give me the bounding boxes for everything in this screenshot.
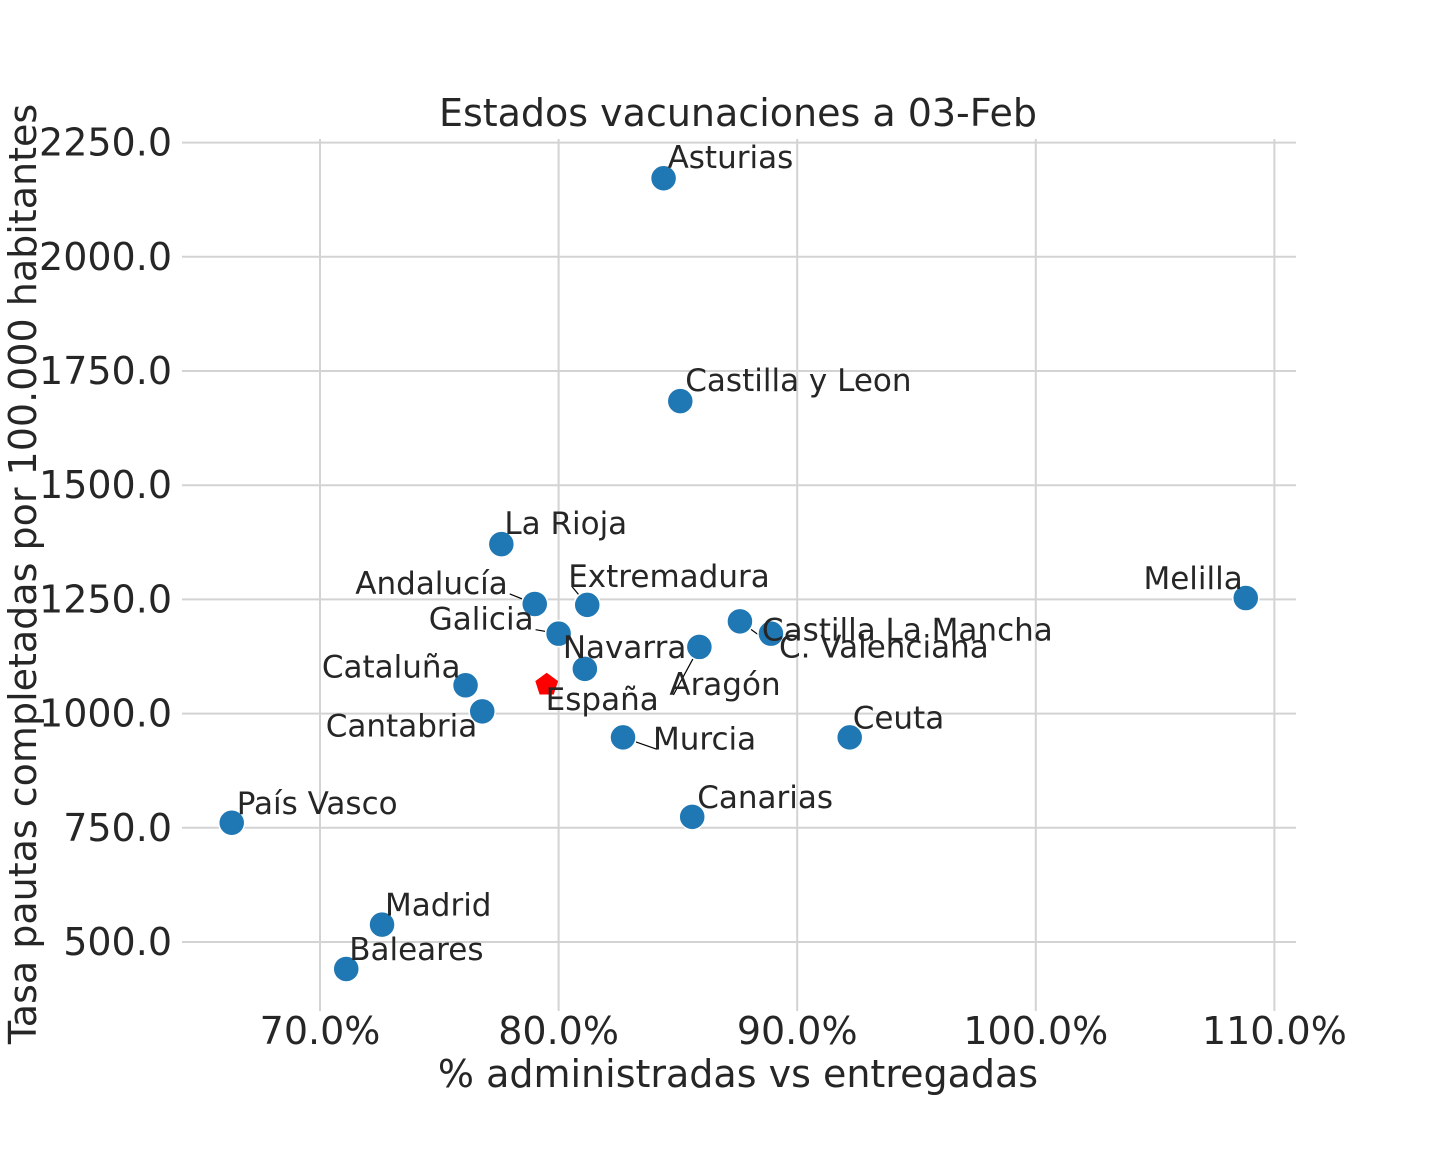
- label-aragon: Aragón: [669, 667, 780, 703]
- label-galicia: Galicia: [429, 602, 534, 638]
- label-cataluna: Cataluña: [322, 649, 461, 685]
- point-andalucia: [520, 590, 549, 618]
- label-asturias: Asturias: [668, 140, 794, 176]
- x-tick-label: 100.0%: [963, 1009, 1108, 1053]
- point-castilla-la-mancha: [726, 607, 754, 636]
- label-pais-vasco: País Vasco: [237, 786, 398, 822]
- point-murcia: [609, 723, 637, 752]
- label-castilla-y-leon: Castilla y Leon: [685, 363, 911, 399]
- y-tick-label: 500.0: [63, 920, 172, 964]
- x-tick-label: 70.0%: [260, 1009, 381, 1053]
- label-canarias: Canarias: [697, 780, 833, 816]
- label-baleares: Baleares: [349, 932, 483, 968]
- point-extremadura: [573, 591, 601, 619]
- y-tick-label: 2000.0: [39, 235, 172, 279]
- chart-title: Estados vacunaciones a 03-Feb: [439, 91, 1037, 135]
- point-c-valenciana: [757, 619, 785, 648]
- point-labels: Asturias Castilla y Leon La Rioja Andalucía…: [237, 140, 1243, 968]
- point-espana: [535, 672, 559, 695]
- y-tick-label: 2250.0: [39, 121, 172, 165]
- data-points: [217, 164, 1260, 983]
- point-aragon: [685, 633, 714, 661]
- y-tick-label: 1250.0: [39, 577, 172, 621]
- point-castilla-y-leon: [666, 387, 695, 415]
- point-canarias: [678, 803, 706, 831]
- point-asturias: [649, 164, 678, 192]
- x-tick-label: 110.0%: [1202, 1009, 1347, 1053]
- y-tick-label: 1750.0: [39, 349, 172, 393]
- point-pais-vasco: [217, 809, 246, 837]
- point-cataluna: [451, 671, 480, 700]
- x-axis-title: % administradas vs entregadas: [438, 1052, 1038, 1096]
- point-la-rioja: [487, 530, 516, 558]
- axis-ticks: 70.0% 80.0% 90.0% 100.0% 110.0% 500.0 750.0 100…: [39, 121, 1347, 1053]
- label-castilla-la-mancha: Castilla La Mancha: [762, 612, 1053, 648]
- point-madrid: [368, 910, 396, 939]
- point-navarra: [571, 655, 599, 683]
- label-navarra: Navarra: [563, 630, 686, 666]
- label-murcia: Murcia: [653, 721, 756, 757]
- point-cantabria: [468, 697, 496, 726]
- y-tick-label: 750.0: [63, 806, 172, 850]
- grid-lines: [182, 139, 1296, 1011]
- label-c-valenciana: C. Valenciana: [779, 630, 989, 666]
- label-melilla: Melilla: [1143, 561, 1242, 597]
- x-tick-label: 80.0%: [498, 1009, 619, 1053]
- label-madrid: Madrid: [385, 888, 491, 924]
- x-tick-label: 90.0%: [737, 1009, 858, 1053]
- label-ceuta: Ceuta: [853, 700, 945, 736]
- point-galicia: [544, 619, 573, 648]
- label-extremadura: Extremadura: [568, 559, 770, 595]
- y-axis-title: Tasa pautas completadas por 100.000 habi…: [1, 104, 45, 1045]
- point-baleares: [332, 955, 360, 983]
- label-la-rioja: La Rioja: [504, 506, 627, 542]
- label-cantabria: Cantabria: [326, 708, 477, 744]
- point-melilla: [1232, 584, 1260, 612]
- y-tick-label: 1500.0: [39, 463, 172, 507]
- point-ceuta: [835, 723, 864, 752]
- y-tick-label: 1000.0: [39, 692, 172, 736]
- label-andalucia: Andalucía: [355, 566, 507, 602]
- label-espana: España: [546, 682, 659, 718]
